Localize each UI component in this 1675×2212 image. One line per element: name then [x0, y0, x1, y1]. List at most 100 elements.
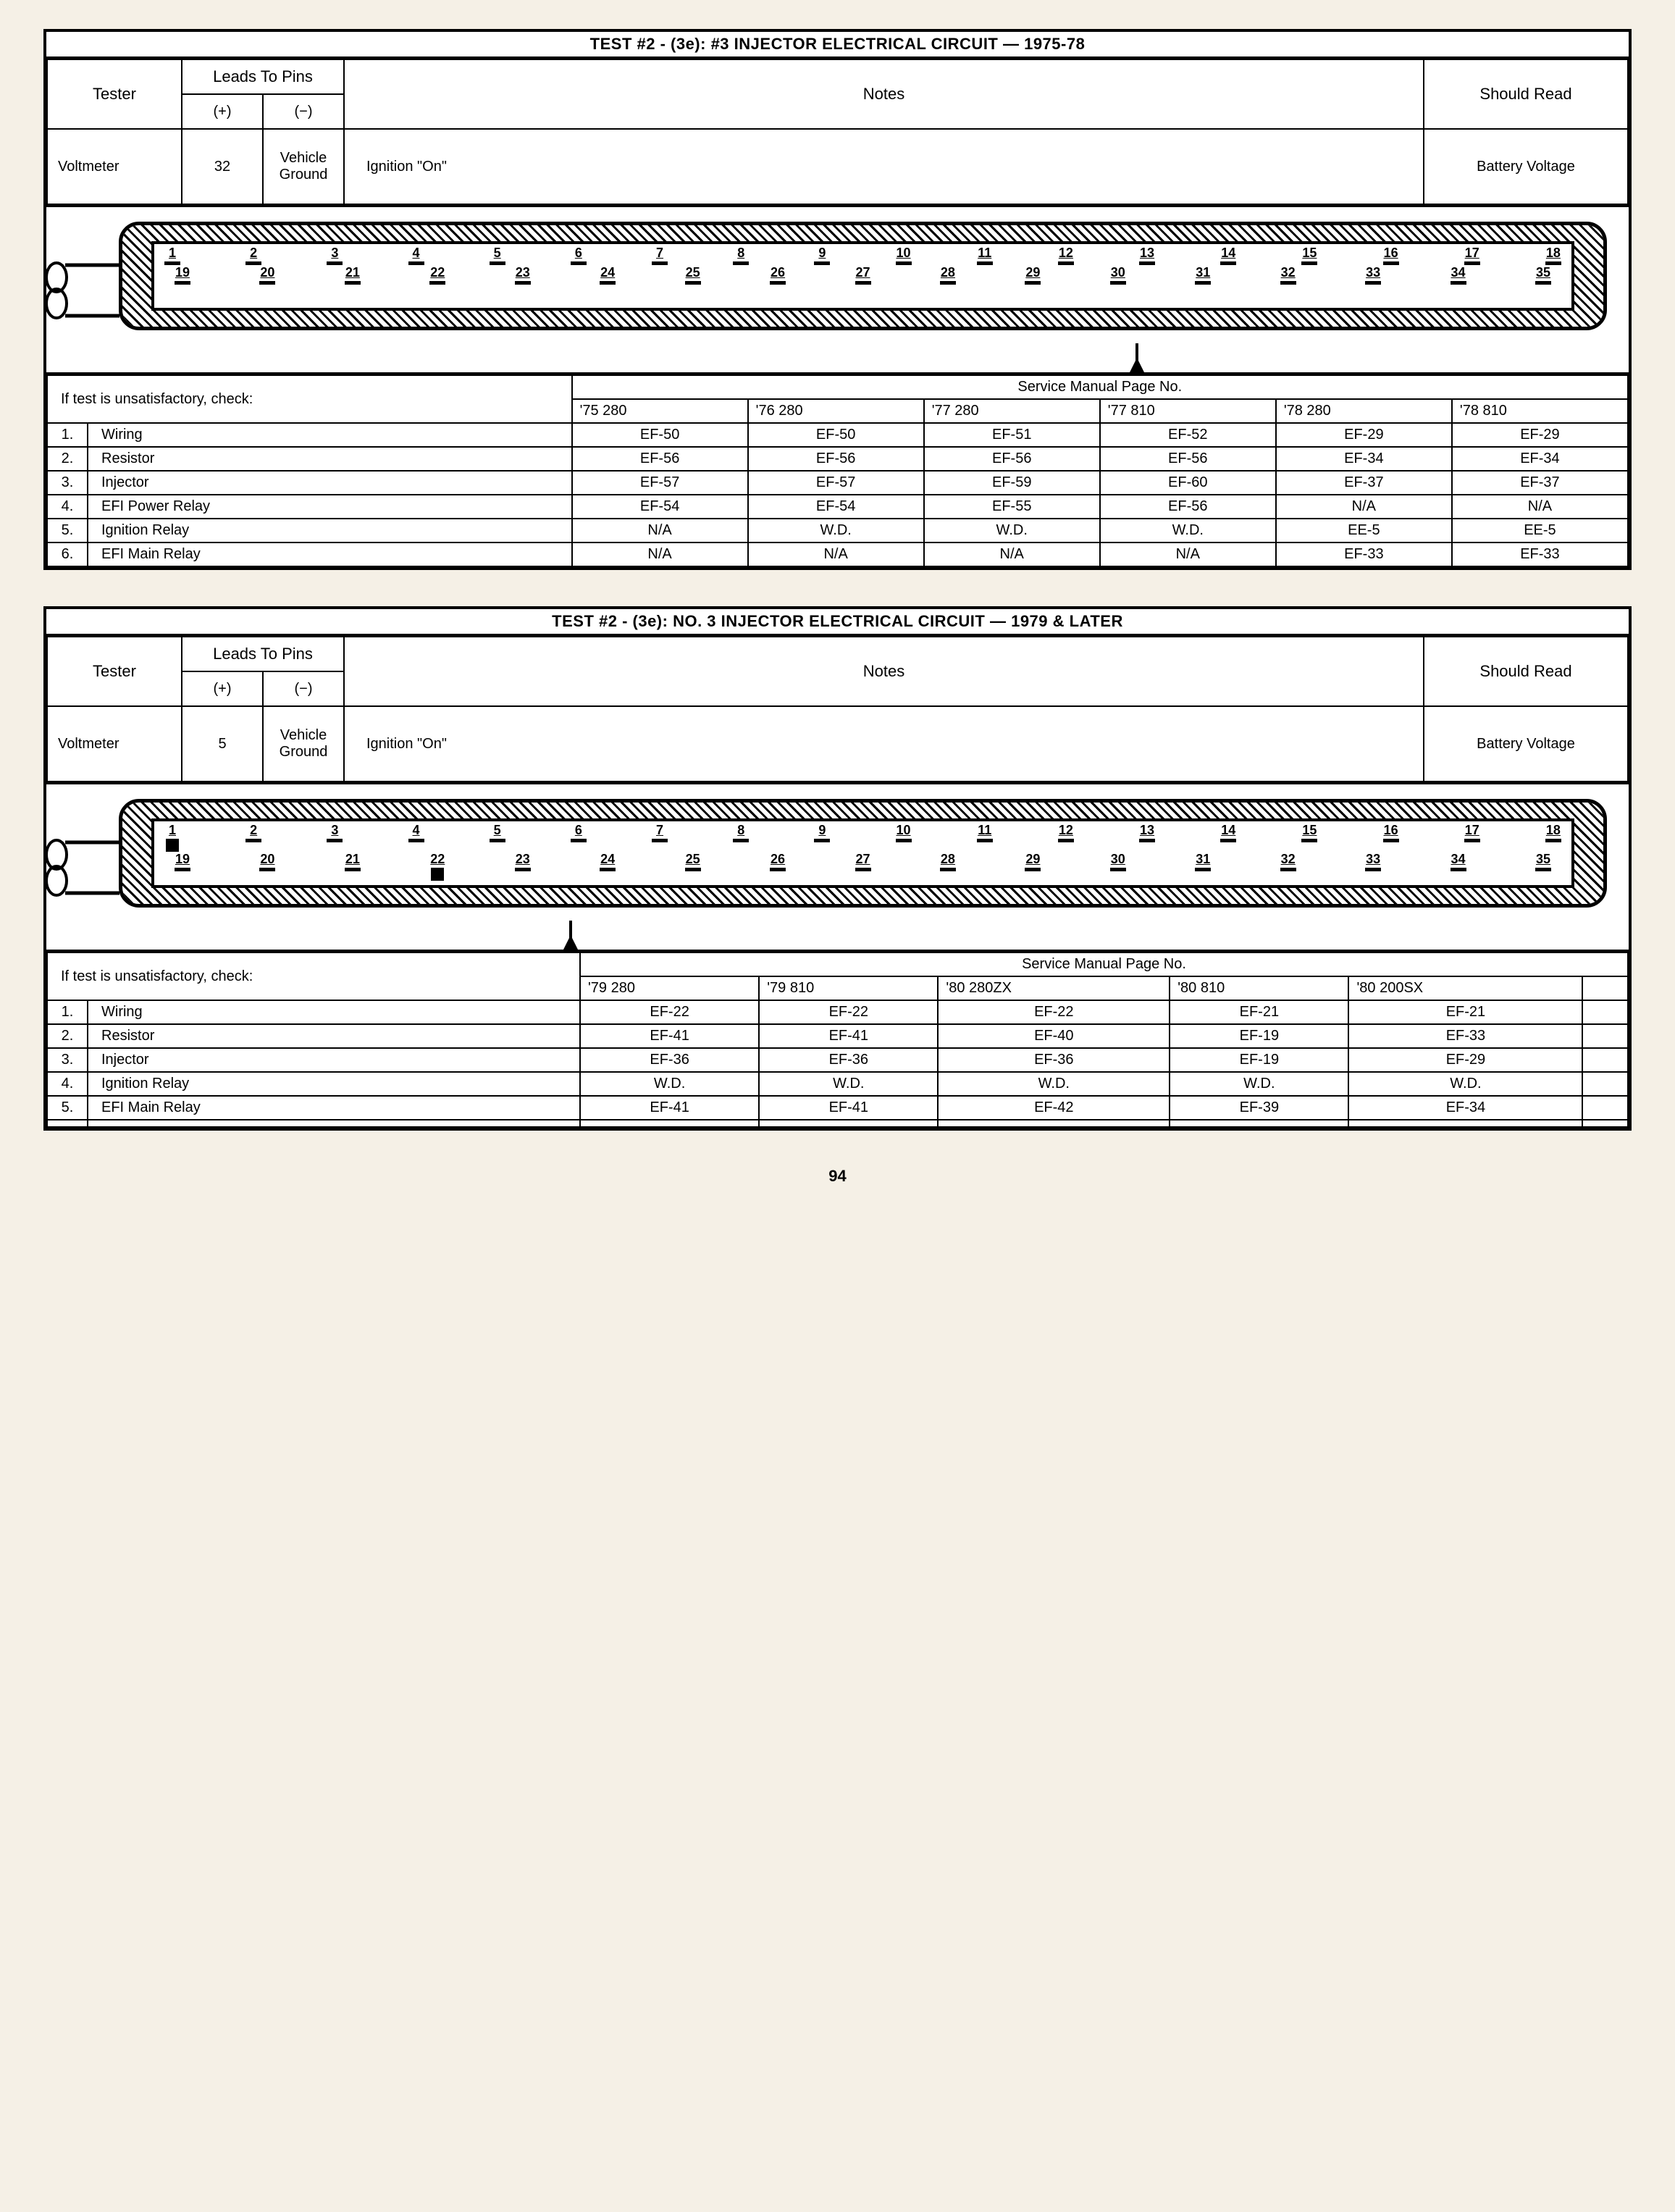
pin-number: 16 [1379, 246, 1403, 261]
test-title: TEST #2 - (3e): #3 INJECTOR ELECTRICAL C… [46, 32, 1629, 59]
leads-header: Leads To Pins [182, 637, 344, 671]
pin-slot [855, 868, 871, 871]
service-value: EF-36 [759, 1048, 938, 1072]
service-value: N/A [1452, 495, 1628, 519]
service-value: EF-56 [748, 447, 924, 471]
minus-label: (−) [263, 671, 344, 706]
service-value: EF-41 [759, 1096, 938, 1120]
should-header: Should Read [1424, 59, 1628, 129]
service-value: EF-39 [1170, 1096, 1348, 1120]
pin: 26 [765, 852, 790, 881]
pin: 15 [1297, 246, 1322, 265]
tester-value: Voltmeter [47, 706, 182, 782]
service-value [1582, 1072, 1628, 1096]
pin: 16 [1379, 246, 1403, 265]
pin: 26 [765, 265, 790, 285]
service-value: EF-42 [938, 1096, 1170, 1120]
service-value: W.D. [580, 1072, 759, 1096]
service-column: '78 810 [1452, 399, 1628, 423]
pin-slot [1110, 868, 1126, 871]
pin-slot [652, 839, 668, 842]
pin-slot [733, 839, 749, 842]
pin-slot [259, 868, 275, 871]
pin-slot [175, 868, 190, 871]
pin: 3 [322, 823, 347, 852]
pin-slot [1365, 281, 1381, 285]
pin: 33 [1361, 852, 1385, 881]
service-value: EF-22 [580, 1000, 759, 1024]
pin: 34 [1446, 265, 1471, 285]
check-item: Ignition Relay [88, 1072, 580, 1096]
service-value: EF-54 [748, 495, 924, 519]
pin-number: 3 [322, 823, 347, 838]
pin-slot [345, 281, 361, 285]
pin-slot [490, 261, 505, 265]
pin: 31 [1191, 265, 1215, 285]
pin-slot [490, 839, 505, 842]
connector-outer: 1234567891011121314151617181920212223242… [119, 799, 1607, 908]
pin-slot [940, 868, 956, 871]
row-number: 2. [47, 447, 88, 471]
pin-slot [600, 868, 616, 871]
test-block: TEST #2 - (3e): NO. 3 INJECTOR ELECTRICA… [43, 606, 1632, 1131]
pin-number: 22 [425, 852, 450, 867]
service-column: '78 280 [1276, 399, 1452, 423]
service-value: W.D. [1170, 1072, 1348, 1096]
minus-pin: Vehicle Ground [263, 706, 344, 782]
pin: 2 [241, 823, 266, 852]
pin: 14 [1216, 246, 1240, 265]
check-label: If test is unsatisfactory, check: [47, 375, 572, 423]
pin-number: 28 [936, 852, 960, 867]
pin: 6 [566, 823, 591, 852]
pin: 28 [936, 852, 960, 881]
table-row: 4.EFI Power RelayEF-54EF-54EF-55EF-56N/A… [47, 495, 1628, 519]
pin-slot [1535, 868, 1551, 871]
row-number: 3. [47, 1048, 88, 1072]
pin: 30 [1106, 265, 1130, 285]
pin-slot [1110, 281, 1126, 285]
pin: 23 [511, 852, 535, 881]
check-item: Resistor [88, 447, 572, 471]
pin: 28 [936, 265, 960, 285]
pin-slot [1025, 868, 1041, 871]
service-column: '80 810 [1170, 976, 1348, 1000]
pin-number: 11 [973, 823, 997, 838]
row-number: 1. [47, 1000, 88, 1024]
arrow-icon [1128, 358, 1146, 375]
service-column: '76 280 [748, 399, 924, 423]
pin-number: 34 [1446, 852, 1471, 867]
pin: 24 [595, 852, 620, 881]
pin-slot [1195, 281, 1211, 285]
service-value: N/A [572, 519, 748, 542]
pin-number: 27 [851, 265, 876, 280]
row-number: 5. [47, 519, 88, 542]
pin: 22 [425, 852, 450, 881]
pin-number: 12 [1054, 823, 1078, 838]
pin-number: 21 [340, 852, 365, 867]
pin: 30 [1106, 852, 1130, 881]
pin-slot [166, 839, 179, 852]
pin-slot [1383, 839, 1399, 842]
check-label: If test is unsatisfactory, check: [47, 952, 580, 1000]
tester-header: Tester [47, 59, 182, 129]
service-value: EF-22 [938, 1000, 1170, 1024]
row-number: 2. [47, 1024, 88, 1048]
service-value: EF-57 [748, 471, 924, 495]
service-value: EE-5 [1452, 519, 1628, 542]
pin: 34 [1446, 852, 1471, 881]
pin-slot [259, 281, 275, 285]
pin-slot [1451, 868, 1466, 871]
pin: 20 [255, 265, 280, 285]
pin-slot [1139, 839, 1155, 842]
pin-slot [429, 281, 445, 285]
pin-number: 6 [566, 246, 591, 261]
service-value: EF-33 [1276, 542, 1452, 566]
service-value: EF-51 [924, 423, 1100, 447]
pin: 7 [647, 246, 672, 265]
pin-slot [1280, 281, 1296, 285]
pin: 10 [891, 823, 916, 852]
plus-pin: 5 [182, 706, 263, 782]
pin-number: 5 [485, 823, 510, 838]
pin-slot [408, 261, 424, 265]
check-item [88, 1120, 580, 1127]
